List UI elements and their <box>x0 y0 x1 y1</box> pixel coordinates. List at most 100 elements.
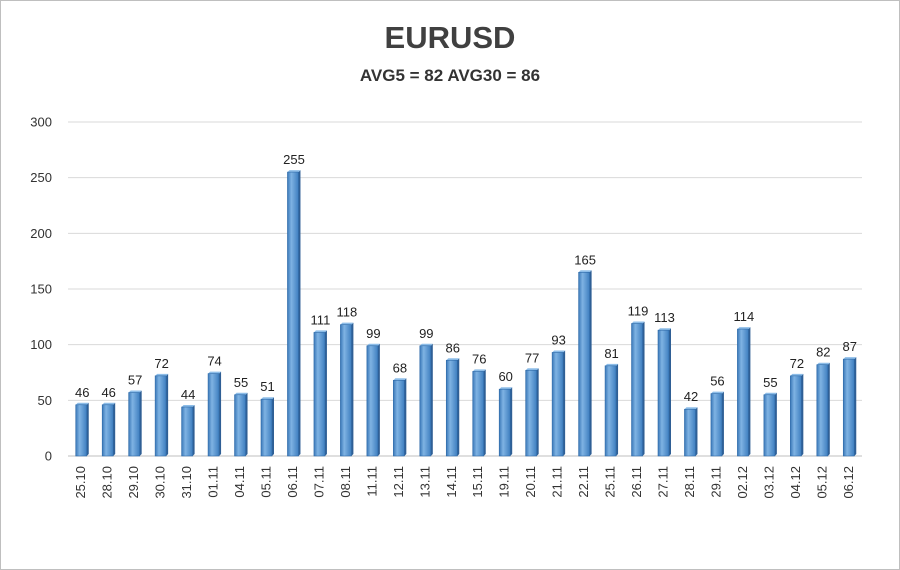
x-tick-label: 02.12 <box>735 466 750 499</box>
bar <box>101 402 116 457</box>
bar-face <box>578 271 590 457</box>
y-tick-label: 100 <box>30 337 52 352</box>
y-tick-label: 300 <box>30 115 52 130</box>
bar-side <box>721 391 724 456</box>
bar <box>790 373 804 457</box>
bar <box>763 392 777 457</box>
bar-top <box>631 321 645 324</box>
bar-top <box>763 392 777 395</box>
x-tick-label: 21.11 <box>550 466 565 498</box>
bar-face <box>234 394 246 457</box>
x-tick-label: 26.11 <box>629 466 644 498</box>
bar <box>260 397 274 457</box>
bar-face <box>498 388 511 457</box>
data-label: 68 <box>393 360 407 375</box>
x-tick-label: 06.12 <box>841 466 856 499</box>
bar-side <box>245 392 248 456</box>
data-label: 86 <box>446 340 460 355</box>
bar-top <box>737 327 751 330</box>
bar <box>419 343 433 457</box>
bar-side <box>642 321 645 456</box>
x-tick-label: 12.11 <box>391 466 406 498</box>
bar-side <box>669 328 671 456</box>
bar-face <box>128 392 140 457</box>
gridlines <box>68 121 862 457</box>
bar-top <box>102 402 116 405</box>
bar-side <box>510 387 513 456</box>
bar-top <box>499 387 513 390</box>
bar-face <box>393 379 405 457</box>
data-label: 165 <box>574 252 596 267</box>
x-tick-label: 01.11 <box>206 466 221 498</box>
bar <box>234 392 248 457</box>
bar <box>842 357 857 457</box>
bar-side <box>589 270 592 456</box>
data-label: 113 <box>654 310 675 325</box>
bar-side <box>457 358 460 456</box>
bar <box>181 405 195 457</box>
bar-face <box>816 364 829 457</box>
bar-top <box>75 402 89 405</box>
bar-top <box>181 405 195 408</box>
bar-top <box>816 362 830 365</box>
data-label: 99 <box>366 326 380 341</box>
bar-face <box>604 365 617 457</box>
bar-side <box>298 170 301 456</box>
bar <box>604 363 619 457</box>
bar <box>393 378 407 457</box>
x-tick-label: 29.10 <box>126 466 141 499</box>
y-axis: 0 50 100 150 200 250 300 <box>30 115 52 464</box>
bar-face <box>472 371 485 457</box>
data-label: 46 <box>101 385 115 400</box>
bar-side <box>192 405 195 456</box>
x-tick-label: 30.10 <box>153 466 168 499</box>
bar-top <box>710 391 724 394</box>
bar-top <box>313 330 327 333</box>
bar <box>154 373 169 457</box>
bar-top <box>287 170 301 173</box>
y-tick-label: 250 <box>30 170 52 185</box>
bar <box>287 170 301 457</box>
x-tick-label: 28.11 <box>682 466 697 498</box>
bar-face <box>763 394 776 457</box>
data-label: 60 <box>498 369 512 384</box>
bar-top <box>578 270 592 273</box>
bar-face <box>154 375 167 457</box>
bar <box>75 402 89 457</box>
data-label: 46 <box>75 385 89 400</box>
x-tick-label: 07.11 <box>311 466 326 498</box>
bar <box>128 390 142 457</box>
bar-side <box>430 343 433 456</box>
bar <box>631 321 645 457</box>
bar <box>498 387 513 457</box>
bar-face <box>551 352 564 457</box>
y-tick-label: 50 <box>38 393 52 408</box>
bar-face <box>366 345 379 457</box>
bar-top <box>605 363 619 366</box>
x-tick-label: 08.11 <box>338 466 353 498</box>
bar-top <box>155 373 169 376</box>
bar <box>684 407 698 457</box>
bar <box>816 362 830 457</box>
bar-top <box>658 328 671 331</box>
bar <box>578 270 592 457</box>
bar-side <box>272 397 274 456</box>
bar-side <box>113 402 116 456</box>
bar-side <box>404 378 407 456</box>
bar-face <box>445 359 458 457</box>
bar <box>313 330 327 457</box>
bar <box>472 369 486 457</box>
bar-side <box>854 357 857 456</box>
data-label: 81 <box>604 346 618 361</box>
bar-face <box>842 358 855 457</box>
x-tick-label: 19.11 <box>497 466 512 498</box>
bar-face <box>313 332 326 457</box>
data-label: 111 <box>311 312 331 327</box>
x-tick-label: 04.12 <box>788 466 803 499</box>
bar-top <box>525 368 539 371</box>
bar-side <box>377 343 380 456</box>
bar-top <box>790 373 804 376</box>
data-label: 56 <box>710 374 724 389</box>
